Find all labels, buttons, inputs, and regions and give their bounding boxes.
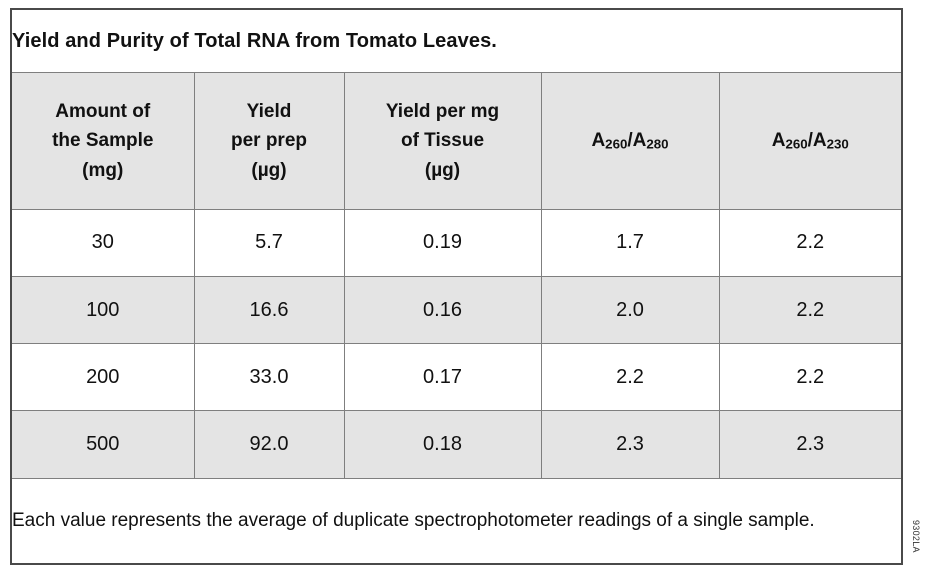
header-line: (µg): [251, 159, 287, 181]
table-row: 100 16.6 0.16 2.0 2.2: [10, 275, 903, 345]
header-a260-a230-ratio: A260/A230: [718, 72, 903, 210]
cell-a260-a280: 2.3: [540, 410, 720, 479]
header-line: Amount of: [55, 100, 151, 122]
ratio-base: /A: [807, 130, 827, 152]
table-row: 200 33.0 0.17 2.2 2.2: [10, 343, 903, 412]
ratio-subscript: 280: [646, 136, 669, 152]
table-title-row: Yield and Purity of Total RNA from Tomat…: [10, 8, 903, 74]
cell-a260-a230: 2.2: [718, 275, 903, 345]
cell-yield-per-prep: 33.0: [193, 343, 345, 412]
cell-sample-amount: 200: [10, 343, 195, 412]
cell-yield-per-mg: 0.16: [343, 275, 542, 345]
header-yield-per-mg-tissue: Yield per mg of Tissue (µg): [343, 72, 542, 210]
cell-yield-per-mg: 0.18: [343, 410, 542, 479]
cell-yield-per-mg: 0.19: [343, 208, 542, 277]
ratio-base: /A: [627, 130, 647, 152]
header-amount-of-sample: Amount of the Sample (mg): [10, 72, 195, 210]
table-footnote-cell: Each value represents the average of dup…: [10, 477, 903, 565]
header-line: the Sample: [52, 130, 154, 152]
rna-yield-table-frame: Yield and Purity of Total RNA from Tomat…: [10, 8, 904, 565]
figure-code-label: 9302LA: [911, 520, 921, 553]
header-line: per prep: [230, 130, 308, 152]
cell-a260-a230: 2.3: [718, 410, 903, 479]
ratio-subscript: 260: [605, 136, 628, 152]
header-a260-a280-ratio: A260/A280: [540, 72, 720, 210]
table-row: 500 92.0 0.18 2.3 2.3: [10, 410, 903, 479]
cell-yield-per-prep: 92.0: [193, 410, 345, 479]
cell-a260-a230: 2.2: [718, 208, 903, 277]
rna-yield-purity-table: Yield and Purity of Total RNA from Tomat…: [10, 8, 904, 565]
cell-sample-amount: 30: [10, 208, 195, 277]
table-row: 30 5.7 0.19 1.7 2.2: [10, 208, 903, 277]
cell-yield-per-mg: 0.17: [343, 343, 542, 412]
header-line: (mg): [82, 159, 124, 181]
cell-a260-a230: 2.2: [718, 343, 903, 412]
cell-yield-per-prep: 16.6: [193, 275, 345, 345]
ratio-subscript: 230: [826, 136, 849, 152]
ratio-subscript: 260: [785, 136, 808, 152]
table-title: Yield and Purity of Total RNA from Tomat…: [10, 8, 903, 74]
header-line: of Tissue: [400, 130, 485, 152]
table-footnote-row: Each value represents the average of dup…: [10, 477, 903, 565]
footnote-text: Each value represents the average of dup…: [12, 510, 815, 532]
cell-a260-a280: 1.7: [540, 208, 720, 277]
cell-a260-a280: 2.2: [540, 343, 720, 412]
header-line: Yield per mg: [385, 100, 500, 122]
cell-sample-amount: 100: [10, 275, 195, 345]
header-line: (µg): [424, 159, 461, 181]
ratio-base: A: [591, 130, 606, 152]
header-line: Yield: [246, 100, 292, 122]
cell-sample-amount: 500: [10, 410, 195, 479]
table-header-row: Amount of the Sample (mg) Yield per prep…: [10, 72, 903, 210]
cell-yield-per-prep: 5.7: [193, 208, 345, 277]
header-yield-per-prep: Yield per prep (µg): [193, 72, 345, 210]
cell-a260-a280: 2.0: [540, 275, 720, 345]
ratio-base: A: [771, 130, 786, 152]
